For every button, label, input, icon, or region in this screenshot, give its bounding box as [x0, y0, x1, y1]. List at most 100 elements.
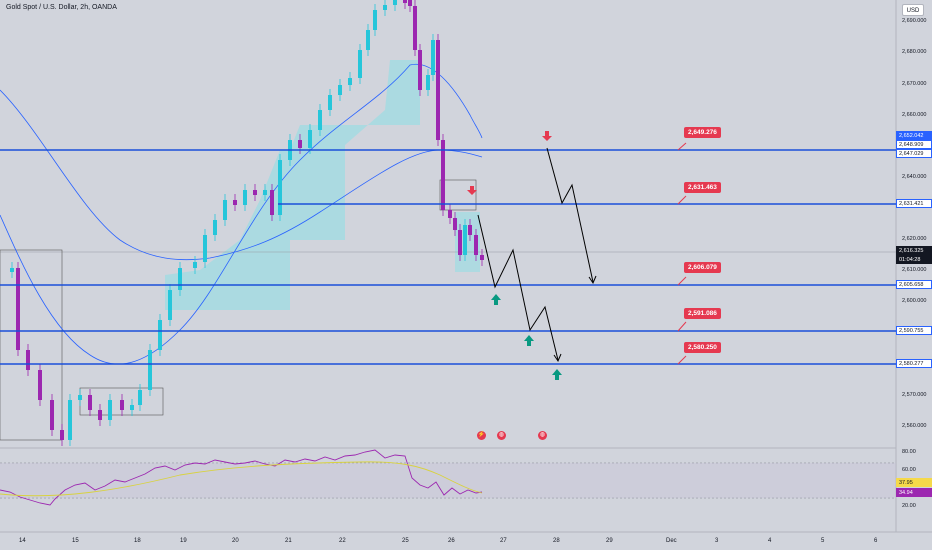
- buy-arrow-icon: [552, 369, 562, 380]
- candle-body: [373, 10, 377, 30]
- price-tick: 2,660.000: [902, 112, 927, 118]
- time-label: 15: [72, 538, 79, 544]
- time-label: 20: [232, 538, 239, 544]
- price-tag: 2,648.909: [896, 140, 932, 149]
- candle-body: [168, 290, 172, 320]
- candle-body: [441, 140, 445, 210]
- candle-body: [233, 200, 237, 205]
- candle-body: [308, 130, 312, 148]
- candle-body: [448, 210, 452, 218]
- level-label-2[interactable]: 2,631.463: [684, 182, 721, 193]
- rsi-tick: 20.00: [902, 503, 916, 509]
- candle-body: [130, 405, 134, 410]
- candlesticks: [10, 0, 484, 446]
- candle-body: [253, 190, 257, 195]
- arrowhead-1: [553, 353, 562, 363]
- price-tick: 2,620.000: [902, 236, 927, 242]
- candle-body: [408, 0, 412, 6]
- sell-arrow-icon: [542, 131, 552, 141]
- time-label: 25: [402, 538, 409, 544]
- rsi-tick: 80.00: [902, 449, 916, 455]
- time-label: 4: [768, 538, 772, 544]
- time-label: 26: [448, 538, 455, 544]
- price-tick: 2,610.000: [902, 267, 927, 273]
- candle-body: [480, 255, 484, 260]
- time-label: 28: [553, 538, 560, 544]
- price-tag: 2,647.029: [896, 149, 932, 158]
- candle-body: [60, 430, 64, 440]
- ma-fast-line: [0, 63, 483, 365]
- rsi-indicator: [0, 449, 896, 506]
- time-label: 21: [285, 538, 292, 544]
- price-tick: 2,690.000: [902, 18, 927, 24]
- candle-body: [26, 350, 30, 370]
- level-label-5[interactable]: 2,580.250: [684, 342, 721, 353]
- time-label: 19: [180, 538, 187, 544]
- us-flag-event-icon[interactable]: ◍: [497, 431, 506, 440]
- candle-body: [270, 190, 274, 215]
- lightning-event-icon[interactable]: ⚡: [477, 431, 486, 440]
- label-connector-5: [677, 355, 687, 365]
- candle-body: [78, 395, 82, 400]
- projection-path-1: [477, 214, 559, 361]
- candle-body: [98, 410, 102, 420]
- candle-body: [278, 160, 282, 215]
- rsi-value-tag: 34.94: [896, 488, 932, 497]
- candle-body: [463, 225, 467, 255]
- candle-body: [120, 400, 124, 410]
- countdown-tag: 01:04:28: [896, 255, 932, 264]
- rsi-ma-tag: 37.95: [896, 478, 932, 487]
- price-tick: 2,640.000: [902, 174, 927, 180]
- label-connector-2: [677, 195, 687, 205]
- candle-body: [16, 268, 20, 350]
- candle-body: [413, 6, 417, 50]
- level-label-1[interactable]: 2,649.276: [684, 127, 721, 138]
- rsi-pane: [0, 448, 896, 532]
- candle-body: [453, 218, 457, 230]
- candle-body: [358, 50, 362, 78]
- level-label-3[interactable]: 2,606.079: [684, 262, 721, 273]
- candle-body: [223, 200, 227, 220]
- us-flag-event-icon[interactable]: ◍: [538, 431, 547, 440]
- candle-body: [431, 40, 435, 75]
- label-connector-4: [677, 321, 687, 332]
- candle-body: [474, 235, 478, 255]
- candle-body: [243, 190, 247, 205]
- time-label: 18: [134, 538, 141, 544]
- time-label: 27: [500, 538, 507, 544]
- candle-body: [468, 225, 472, 235]
- candle-body: [298, 140, 302, 148]
- time-label: 22: [339, 538, 346, 544]
- candle-body: [158, 320, 162, 350]
- price-tag: 2,652.042: [896, 131, 932, 140]
- time-label: 6: [874, 538, 878, 544]
- symbol-title[interactable]: Gold Spot / U.S. Dollar, 2h, OANDA: [6, 4, 117, 11]
- signal-arrows: [467, 131, 562, 380]
- candle-body: [328, 95, 332, 110]
- arrowhead-2: [588, 275, 597, 285]
- rsi-band-fill: [0, 463, 896, 498]
- candle-body: [10, 268, 14, 272]
- candle-body: [178, 268, 182, 290]
- candle-body: [426, 75, 430, 90]
- time-label: 3: [715, 538, 719, 544]
- level-lines: [0, 142, 896, 365]
- candle-body: [108, 400, 112, 420]
- candle-body: [338, 85, 342, 95]
- candle-body: [148, 350, 152, 390]
- candle-body: [418, 50, 422, 90]
- currency-button[interactable]: USD: [902, 4, 924, 16]
- range-box-3: [439, 179, 477, 211]
- buy-arrow-icon: [524, 335, 534, 346]
- level-label-4[interactable]: 2,591.086: [684, 308, 721, 319]
- price-tick: 2,570.000: [902, 392, 927, 398]
- candle-body: [263, 190, 267, 195]
- range-box-1: [0, 249, 63, 441]
- candle-body: [393, 0, 397, 5]
- candle-body: [436, 40, 440, 140]
- candle-body: [38, 370, 42, 400]
- candle-body: [50, 400, 54, 430]
- candle-body: [193, 262, 197, 268]
